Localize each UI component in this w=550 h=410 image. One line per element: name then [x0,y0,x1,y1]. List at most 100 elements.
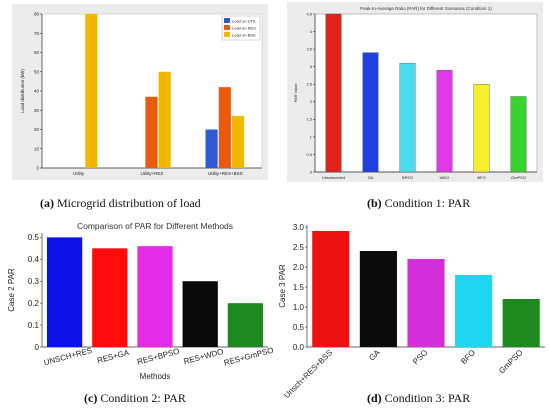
chart-b-ytick-label: 1.5 [306,117,312,122]
chart-b-bar [325,13,342,173]
chart-b-ytick-label: 0 [310,169,313,174]
chart-c-xtick-label: RES+BPSO [136,347,180,367]
chart-c-title: Comparison of PAR for Different Methods [77,221,233,231]
chart-b-xtick-label: Unscheduled [322,175,345,180]
chart-d-frame: 0.0 0.5 1.0 1.5 2.0 2.5 3.0 Case 3 PAR Unsch+RES… [275,217,550,400]
chart-d-bar [359,251,397,347]
chart-b-bar [510,96,527,173]
chart-d-bar [455,275,493,347]
chart-a-bar [158,71,171,168]
caption-b-text: Condition 1: PAR [384,196,471,210]
chart-c-bar [182,281,218,347]
chart-b-ytick-label: 3.5 [306,47,312,52]
chart-b-ytick-label: 0.5 [306,152,312,157]
caption-c-label: (c) [84,391,98,405]
chart-a-ytick-label: 0 [36,166,39,171]
chart-b-bar [399,62,416,173]
chart-c-frame: 0 0.1 0.2 0.3 0.4 0.5 Case 2 PAR Comparison of … [0,217,275,382]
chart-d: 0.0 0.5 1.0 1.5 2.0 2.5 3.0 Case 3 PAR Unsch+RES… [278,223,545,400]
chart-a-ylabel: Load distribution (kW) [20,69,25,113]
chart-a-ytick-label: 40 [34,89,40,94]
chart-d-ylabel: Case 3 PAR [278,264,287,308]
chart-b-ytick-label: 4 [310,29,313,34]
chart-b-ytick-label: 2.5 [306,82,312,87]
chart-a-xtick-label: Utility+RES [141,171,164,176]
chart-b-bar [362,52,379,173]
chart-a-bar [205,129,218,168]
chart-b-xtick-label: BPSO [402,175,413,180]
chart-b: 0 0.5 1 1.5 2 2.5 3 3.5 4 4.5 PAR Value Peak-to-Ave… [293,6,538,180]
chart-b-plot-area [314,13,538,173]
chart-c-bar [227,303,264,347]
chart-a-ytick-label: 20 [34,127,40,132]
chart-d-ytick-label: 2.0 [293,263,305,272]
chart-b-bar [473,84,490,173]
chart-c-bar [46,237,83,347]
chart-a-legend-label: Load on UTIL [232,18,257,23]
chart-a-bar [231,116,245,168]
chart-a-ytick-label: 70 [34,31,40,36]
chart-b-ytick-label: 1 [310,134,313,139]
chart-d-ytick-label: 2.5 [293,243,305,252]
chart-a: 0 10 20 30 40 50 60 70 80 Load distribution (kW) U… [20,12,263,176]
chart-d-ytick-label: 3.0 [293,223,305,232]
chart-a-legend-swatch [224,32,230,37]
chart-b-xtick-label: WDO [440,175,450,180]
chart-c-xtick-label: RES+GmPSO [223,346,275,368]
chart-a-bar [145,96,158,168]
chart-a-bar [218,87,231,168]
chart-b-ytick-label: 4.5 [306,11,312,16]
chart-d-xtick-label: BFO [459,348,477,366]
chart-d-xtick-label: GA [367,348,382,363]
chart-c-xlabel: Methods [140,372,171,381]
chart-c-ytick-label: 0.3 [28,277,40,286]
chart-c-ytick-label: 0.1 [28,321,40,330]
chart-c-ylabel: Case 2 PAR [7,268,16,312]
chart-d-bar [502,299,540,347]
chart-b-title: Peak-to-Average Ratio (PAR) for Differen… [360,6,492,11]
chart-c-ytick-label: 0.4 [28,255,40,264]
caption-a-label: (a) [40,196,54,210]
chart-a-legend-label: Load on BSS [232,32,256,37]
chart-a-ytick-label: 30 [34,108,40,113]
chart-d-ytick-label: 1.5 [293,283,305,292]
chart-d-xtick-label: Unsch+RES+BSS [282,348,334,400]
caption-b-label: (b) [367,196,382,210]
caption-d: (d) Condition 3: PAR [367,391,470,406]
chart-a-legend-swatch [224,25,230,30]
chart-c-ytick-label: 0.2 [28,299,40,308]
caption-c: (c) Condition 2: PAR [84,391,186,406]
chart-d-bar [312,231,350,347]
chart-b-xtick-label: GmPSO [511,175,526,180]
chart-d-xtick-label: GmPSO [497,348,524,375]
chart-d-ytick-label: 0.0 [293,343,305,352]
chart-c-ytick-label: 0.5 [28,233,40,242]
chart-a-ytick-label: 80 [34,12,40,17]
chart-c-bar [92,248,128,347]
chart-d-bar [407,259,445,347]
chart-a-xtick-label: Utility [73,171,85,176]
chart-a-ytick-label: 60 [34,50,40,55]
panel-d: 0.0 0.5 1.0 1.5 2.0 2.5 3.0 Case 3 PAR Unsch+RES… [275,215,550,410]
caption-b: (b) Condition 1: PAR [367,196,470,211]
chart-b-xtick-label: BFO [477,175,485,180]
chart-c-ytick-label: 0 [35,343,40,352]
chart-b-xtick-label: GA [368,175,374,180]
chart-a-ytick-label: 50 [34,69,40,74]
chart-b-ytick-label: 2 [310,99,313,104]
panel-a: 0 10 20 30 40 50 60 70 80 Load distribution (kW) U… [0,0,275,215]
chart-c-xtick-label: RES+WDO [183,347,225,366]
chart-c-bar [137,246,173,347]
chart-a-frame: 0 10 20 30 40 50 60 70 80 Load distribution (kW) U… [12,4,268,180]
chart-a-xtick-label: Utility+RES+BSS [208,171,243,176]
chart-a-ytick-label: 10 [34,146,40,151]
caption-c-text: Condition 2: PAR [100,391,186,405]
caption-d-label: (d) [367,391,382,405]
chart-b-bar [436,69,453,173]
caption-a: (a) Microgrid distribution of load [40,196,201,211]
chart-a-legend-swatch [224,18,230,23]
chart-b-frame: 0 0.5 1 1.5 2 2.5 3 3.5 4 4.5 PAR Value Peak-to-Ave… [287,2,543,182]
chart-a-legend-label: Load on RES [232,25,256,30]
panel-c: 0 0.1 0.2 0.3 0.4 0.5 Case 2 PAR Comparison of … [0,215,275,410]
chart-c: 0 0.1 0.2 0.3 0.4 0.5 Case 2 PAR Comparison of … [7,221,275,381]
